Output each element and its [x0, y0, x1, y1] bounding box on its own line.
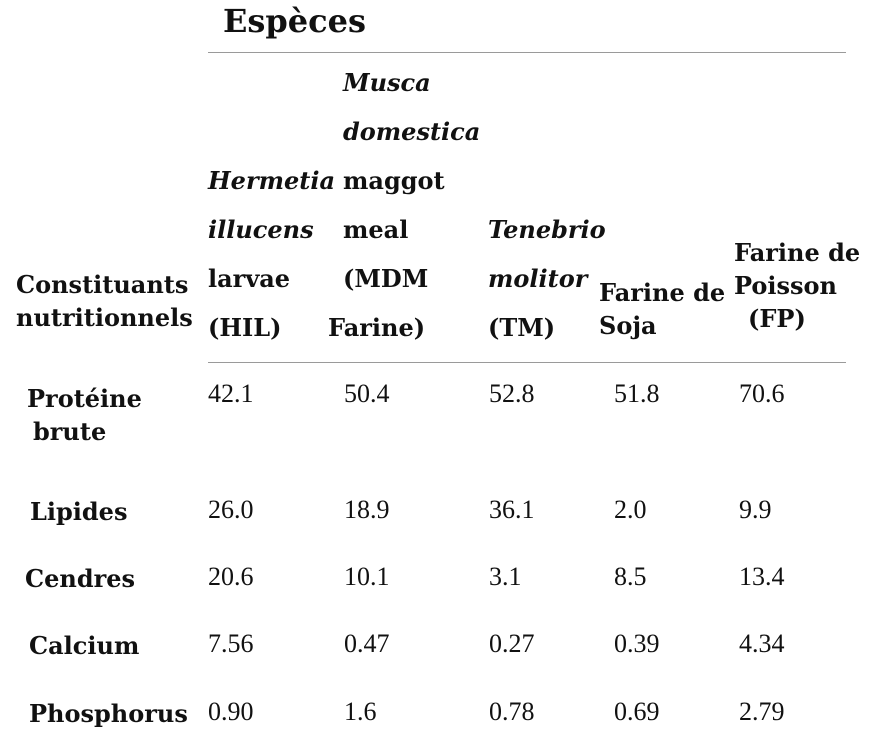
cell-proteine-tm: 52.8: [489, 379, 535, 408]
header-mdm: Musca domestica maggot meal (MDM Farine): [328, 58, 481, 352]
header-constituents: Constituants nutritionnels: [16, 268, 193, 334]
cell-phosphorus-soja: 0.69: [614, 697, 660, 726]
header-tm-line1: Tenebrio: [488, 215, 606, 244]
cell-phosphorus-tm: 0.78: [489, 697, 535, 726]
header-tm-line3: (TM): [488, 313, 556, 342]
header-hil-line2: illucens: [208, 215, 314, 244]
cell-proteine-hil: 42.1: [208, 379, 254, 408]
header-mdm-line5: (MDM: [343, 264, 429, 293]
cell-calcium-hil: 7.56: [208, 629, 254, 658]
header-mdm-line4: meal: [343, 215, 409, 244]
header-fp-line2: Poisson: [734, 271, 838, 300]
cell-cendres-fp: 13.4: [739, 562, 785, 591]
cell-calcium-mdm: 0.47: [344, 629, 390, 658]
cell-cendres-mdm: 10.1: [344, 562, 390, 591]
header-tm: Tenebrio molitor (TM): [488, 205, 606, 352]
header-mdm-line3: maggot: [343, 166, 445, 195]
row-label-phosphorus: Phosphorus: [29, 699, 188, 728]
header-fp-line3: (FP): [748, 304, 806, 333]
header-mdm-line2: domestica: [343, 117, 481, 146]
cell-calcium-soja: 0.39: [614, 629, 660, 658]
top-rule: [208, 52, 846, 53]
cell-proteine-mdm: 50.4: [344, 379, 390, 408]
header-rule: [208, 362, 846, 363]
cell-phosphorus-hil: 0.90: [208, 697, 254, 726]
cell-proteine-soja: 51.8: [614, 379, 660, 408]
cell-cendres-tm: 3.1: [489, 562, 522, 591]
row-label-cendres: Cendres: [25, 564, 136, 593]
header-hil-line3: larvae: [208, 264, 291, 293]
cell-proteine-fp: 70.6: [739, 379, 785, 408]
row-label-proteine-line1: Protéine: [27, 384, 142, 413]
row-label-proteine-line2: brute: [33, 417, 107, 446]
header-hil-line4: (HIL): [208, 313, 282, 342]
header-soja-line2: Soja: [599, 311, 657, 340]
header-soja-line1: Farine de: [599, 278, 726, 307]
header-tm-line2: molitor: [488, 264, 588, 293]
cell-lipides-tm: 36.1: [489, 495, 535, 524]
cell-cendres-hil: 20.6: [208, 562, 254, 591]
cell-lipides-soja: 2.0: [614, 495, 647, 524]
row-label-calcium: Calcium: [29, 631, 140, 660]
cell-lipides-fp: 9.9: [739, 495, 772, 524]
cell-calcium-tm: 0.27: [489, 629, 535, 658]
header-hil-line1: Hermetia: [208, 166, 336, 195]
row-label-proteine: Protéine brute: [27, 382, 142, 448]
header-fp: Farine de Poisson (FP): [734, 236, 860, 335]
cell-cendres-soja: 8.5: [614, 562, 647, 591]
cell-lipides-mdm: 18.9: [344, 495, 390, 524]
header-fp-line1: Farine de: [734, 238, 861, 267]
header-hil: Hermetia illucens larvae (HIL): [208, 156, 335, 352]
header-mdm-line6: Farine): [328, 313, 426, 342]
cell-lipides-hil: 26.0: [208, 495, 254, 524]
cell-phosphorus-fp: 2.79: [739, 697, 785, 726]
header-soja: Farine de Soja: [599, 276, 725, 342]
cell-calcium-fp: 4.34: [739, 629, 785, 658]
header-constituents-line2: nutritionnels: [16, 303, 193, 332]
header-mdm-line1: Musca: [343, 68, 431, 97]
cell-phosphorus-mdm: 1.6: [344, 697, 377, 726]
header-constituents-line1: Constituants: [16, 270, 189, 299]
row-label-lipides: Lipides: [30, 497, 128, 526]
table-title: Espèces: [223, 2, 366, 40]
